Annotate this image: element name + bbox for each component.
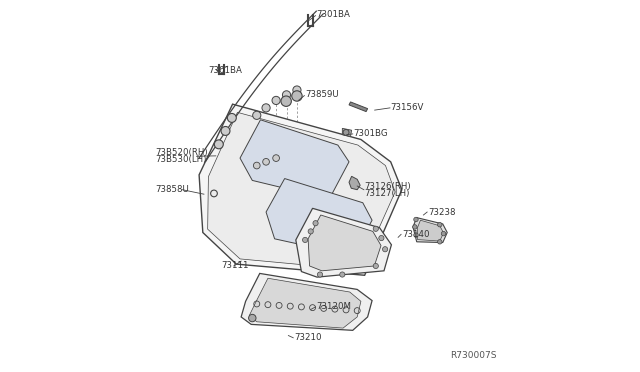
Circle shape — [438, 240, 442, 244]
Circle shape — [379, 235, 384, 241]
Circle shape — [273, 155, 280, 161]
Polygon shape — [199, 104, 402, 275]
Circle shape — [272, 96, 280, 105]
Circle shape — [227, 113, 236, 122]
Circle shape — [438, 222, 442, 227]
Polygon shape — [241, 273, 372, 330]
Circle shape — [253, 162, 260, 169]
Text: 73140: 73140 — [402, 230, 429, 239]
Circle shape — [214, 140, 223, 149]
Circle shape — [293, 86, 301, 94]
Text: 7301BG: 7301BG — [353, 129, 388, 138]
Circle shape — [308, 229, 314, 234]
Text: 73111: 73111 — [221, 262, 249, 270]
Polygon shape — [266, 179, 372, 256]
Text: 73120M: 73120M — [316, 302, 351, 311]
Circle shape — [248, 314, 256, 322]
Text: R730007S: R730007S — [450, 351, 497, 360]
Text: 73859U: 73859U — [305, 90, 339, 99]
Text: 73210: 73210 — [294, 333, 321, 342]
Polygon shape — [349, 176, 360, 190]
Text: 73127(LH): 73127(LH) — [365, 189, 410, 198]
Text: 73126(RH): 73126(RH) — [365, 182, 412, 191]
Text: 73B530(LH): 73B530(LH) — [156, 155, 207, 164]
Polygon shape — [342, 128, 351, 137]
Circle shape — [262, 158, 269, 165]
Circle shape — [413, 233, 418, 237]
Circle shape — [317, 272, 323, 277]
Circle shape — [281, 96, 291, 106]
Circle shape — [340, 272, 345, 277]
Polygon shape — [308, 215, 381, 271]
Circle shape — [373, 263, 378, 269]
Circle shape — [253, 111, 261, 119]
Circle shape — [262, 104, 270, 112]
Polygon shape — [240, 120, 349, 199]
Text: 73858U: 73858U — [156, 185, 189, 194]
Polygon shape — [417, 220, 444, 241]
Text: 73B520(RH): 73B520(RH) — [156, 148, 208, 157]
Circle shape — [413, 225, 417, 229]
Text: 7301BA: 7301BA — [209, 66, 243, 75]
Polygon shape — [413, 218, 447, 243]
Text: 73238: 73238 — [428, 208, 456, 217]
Circle shape — [303, 237, 308, 243]
Circle shape — [441, 231, 445, 236]
Text: 73156V: 73156V — [390, 103, 424, 112]
Polygon shape — [349, 102, 367, 112]
Circle shape — [413, 217, 418, 222]
Circle shape — [373, 226, 378, 231]
Circle shape — [383, 247, 388, 252]
Circle shape — [292, 91, 302, 101]
Circle shape — [282, 91, 291, 99]
Polygon shape — [207, 112, 395, 270]
Text: 7301BA: 7301BA — [316, 10, 350, 19]
Circle shape — [343, 129, 349, 135]
Circle shape — [221, 126, 230, 135]
Circle shape — [313, 221, 318, 226]
Polygon shape — [296, 208, 392, 277]
Polygon shape — [250, 278, 361, 328]
